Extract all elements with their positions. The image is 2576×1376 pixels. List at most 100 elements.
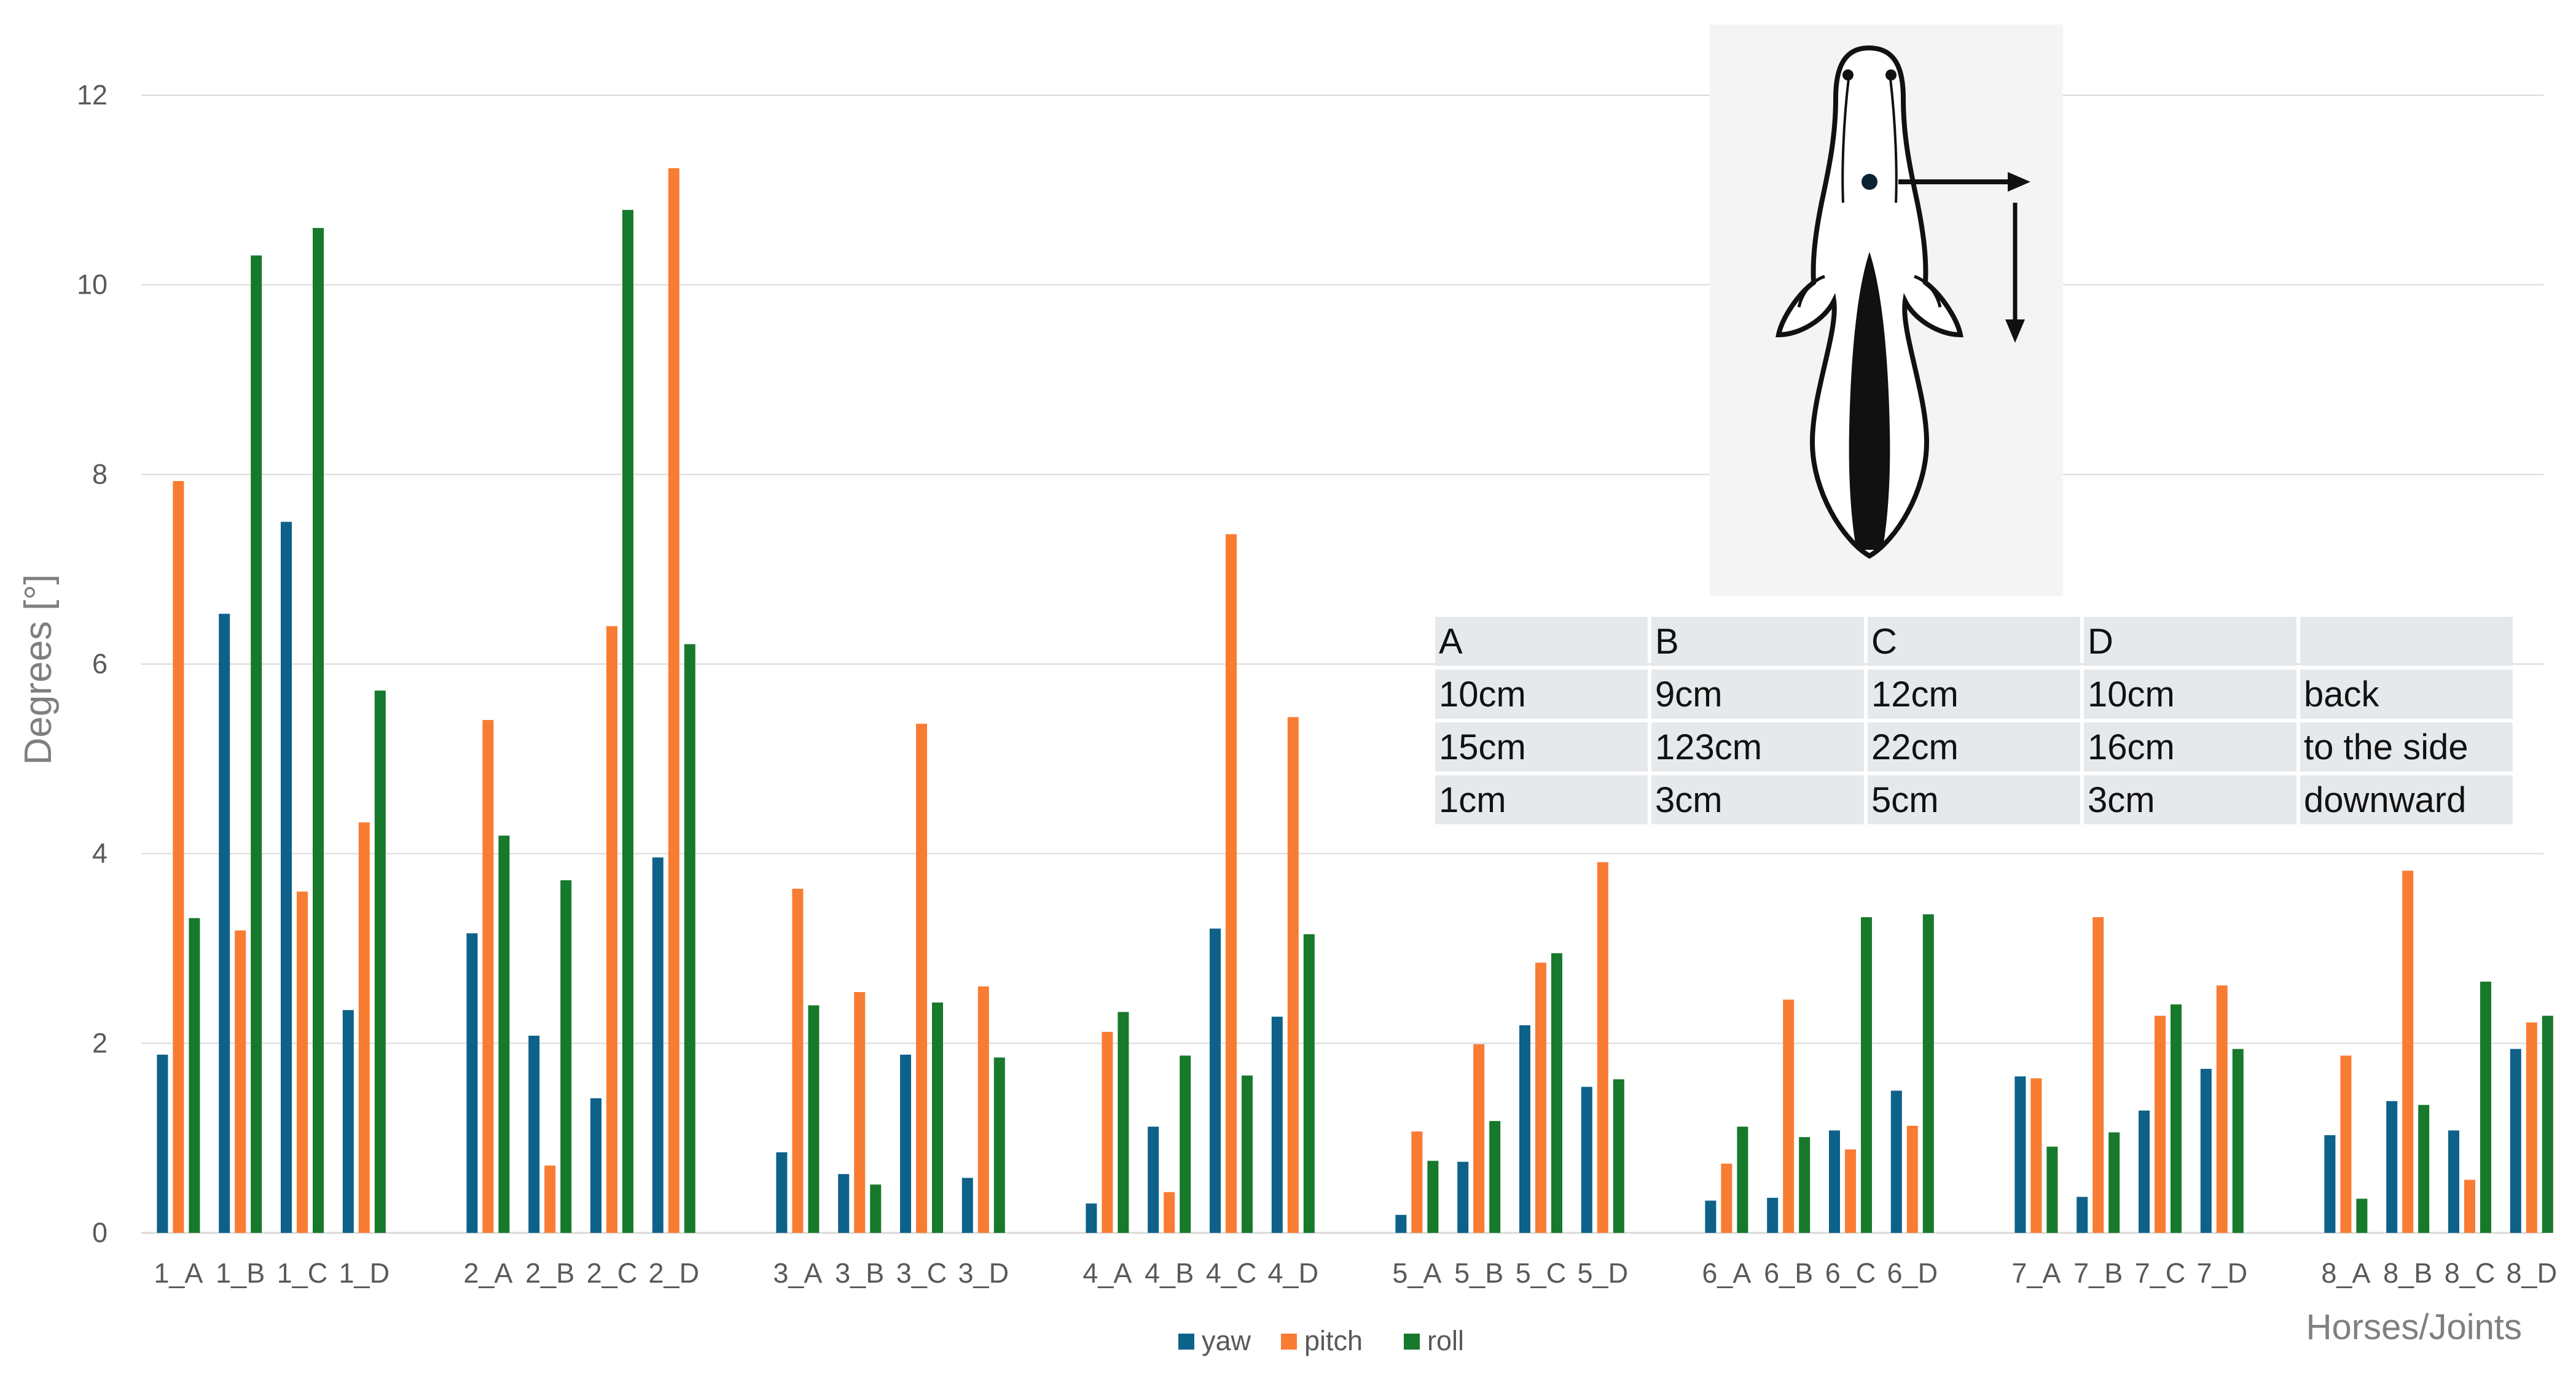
bar-pitch-5_A (1411, 1131, 1423, 1233)
bar-pitch-5_D (1597, 862, 1608, 1233)
bar-yaw-2_B (528, 1036, 540, 1233)
offset-table-cell: 12cm (1868, 670, 2080, 719)
x-tick-label: 1_B (216, 1257, 265, 1289)
bar-pitch-3_C (916, 724, 927, 1233)
x-tick-label: 7_B (2073, 1257, 2123, 1289)
x-tick-label: 2_C (587, 1257, 638, 1289)
bar-roll-7_A (2046, 1146, 2058, 1233)
x-tick-label: 4_A (1082, 1257, 1132, 1289)
x-axis-ticks: 1_A 1_B 1_C 1_D 2_A 2_B 2_C 2_D 3_A 3_B 3_C 3_D 4_A 4… (154, 1257, 2557, 1289)
bar-pitch-7_C (2155, 1015, 2166, 1233)
bar-roll-3_D (993, 1057, 1005, 1233)
bar-yaw-7_D (2200, 1069, 2212, 1233)
bar-yaw-1_D (342, 1010, 354, 1233)
bar-pitch-3_B (854, 992, 866, 1233)
bar-yaw-8_B (2386, 1101, 2398, 1233)
bar-roll-6_C (1861, 917, 1872, 1233)
bar-yaw-5_D (1581, 1087, 1592, 1233)
bar-pitch-6_C (1845, 1149, 1856, 1233)
bar-roll-6_B (1799, 1137, 1811, 1233)
x-tick-label: 8_B (2383, 1257, 2432, 1289)
horse-ear-right-icon (1914, 275, 1942, 308)
bar-roll-7_B (2108, 1132, 2120, 1233)
legend: yaw pitch roll (1178, 1325, 1464, 1356)
offset-table-cell: back (2300, 670, 2513, 719)
bar-roll-1_B (251, 255, 262, 1233)
bar-roll-1_D (374, 690, 386, 1233)
bar-pitch-1_A (173, 481, 184, 1233)
bar-pitch-6_B (1783, 999, 1795, 1233)
offset-table-cell: 22cm (1868, 722, 2080, 772)
bar-yaw-1_B (219, 614, 230, 1233)
bar-yaw-6_C (1829, 1130, 1840, 1233)
offset-table-cell: C (1868, 617, 2080, 666)
x-tick-label: 3_A (773, 1257, 822, 1289)
x-tick-label: 8_A (2321, 1257, 2370, 1289)
bar-yaw-2_D (652, 857, 664, 1233)
bar-pitch-3_D (977, 986, 989, 1233)
bar-yaw-6_B (1767, 1197, 1779, 1233)
horse-mane-icon (1849, 252, 1890, 550)
legend-label-yaw: yaw (1202, 1325, 1251, 1356)
bar-yaw-4_C (1210, 928, 1221, 1233)
bar-yaw-3_A (776, 1152, 788, 1233)
x-tick-label: 1_D (339, 1257, 390, 1289)
bar-roll-2_D (684, 644, 695, 1233)
bar-roll-8_D (2542, 1015, 2553, 1233)
legend-label-roll: roll (1427, 1325, 1464, 1356)
bar-pitch-6_D (1906, 1125, 1918, 1233)
bar-roll-4_B (1180, 1055, 1191, 1233)
x-tick-label: 2_B (525, 1257, 574, 1289)
bar-roll-4_C (1242, 1075, 1253, 1233)
bar-yaw-3_D (961, 1178, 973, 1233)
bar-yaw-6_D (1890, 1090, 1902, 1233)
bar-yaw-5_A (1395, 1214, 1407, 1233)
x-tick-label: 1_A (154, 1257, 203, 1289)
bar-yaw-7_B (2077, 1197, 2088, 1233)
x-tick-label: 8_D (2507, 1257, 2558, 1289)
bar-pitch-2_C (606, 626, 617, 1233)
legend-label-pitch: pitch (1304, 1325, 1363, 1356)
bar-roll-2_C (622, 209, 633, 1233)
bar-pitch-4_A (1102, 1031, 1113, 1233)
bar-pitch-3_A (792, 888, 804, 1233)
bar-roll-6_D (1922, 914, 1934, 1233)
x-tick-label: 6_C (1825, 1257, 1876, 1289)
bar-pitch-8_D (2526, 1022, 2537, 1233)
offset-table-cell: 5cm (1868, 775, 2080, 824)
bar-yaw-4_D (1271, 1017, 1283, 1233)
x-tick-label: 1_C (277, 1257, 328, 1289)
bar-yaw-2_A (466, 933, 478, 1233)
bar-pitch-7_D (2216, 985, 2228, 1233)
bar-yaw-1_C (281, 522, 292, 1233)
horse-nostril-right-icon (1885, 69, 1897, 80)
horse-face-line-right (1889, 73, 1898, 203)
bar-pitch-4_B (1164, 1192, 1175, 1233)
legend-swatch-yaw (1178, 1334, 1194, 1350)
bar-yaw-3_C (900, 1054, 911, 1233)
x-tick-label: 3_B (835, 1257, 884, 1289)
x-tick-label: 6_B (1764, 1257, 1813, 1289)
offset-table-cell: D (2084, 617, 2296, 666)
bar-pitch-2_D (668, 168, 679, 1233)
bar-roll-4_A (1118, 1012, 1129, 1233)
bar-pitch-4_C (1226, 534, 1237, 1233)
y-tick-label: 8 (92, 458, 108, 490)
offset-table-cell: to the side (2300, 722, 2513, 772)
x-tick-label: 3_D (958, 1257, 1009, 1289)
y-tick-label: 12 (77, 79, 108, 111)
bar-pitch-4_D (1287, 717, 1299, 1233)
x-tick-label: 5_D (1578, 1257, 1629, 1289)
bar-roll-4_D (1303, 934, 1315, 1233)
bar-roll-7_C (2171, 1004, 2182, 1233)
bar-yaw-1_A (157, 1054, 168, 1233)
bar-pitch-1_D (358, 822, 370, 1233)
bar-pitch-7_B (2093, 917, 2104, 1233)
bar-roll-6_A (1737, 1127, 1748, 1233)
bar-roll-3_A (808, 1005, 820, 1233)
y-tick-label: 2 (92, 1027, 108, 1058)
bar-roll-5_A (1427, 1160, 1439, 1233)
x-tick-label: 7_D (2197, 1257, 2248, 1289)
